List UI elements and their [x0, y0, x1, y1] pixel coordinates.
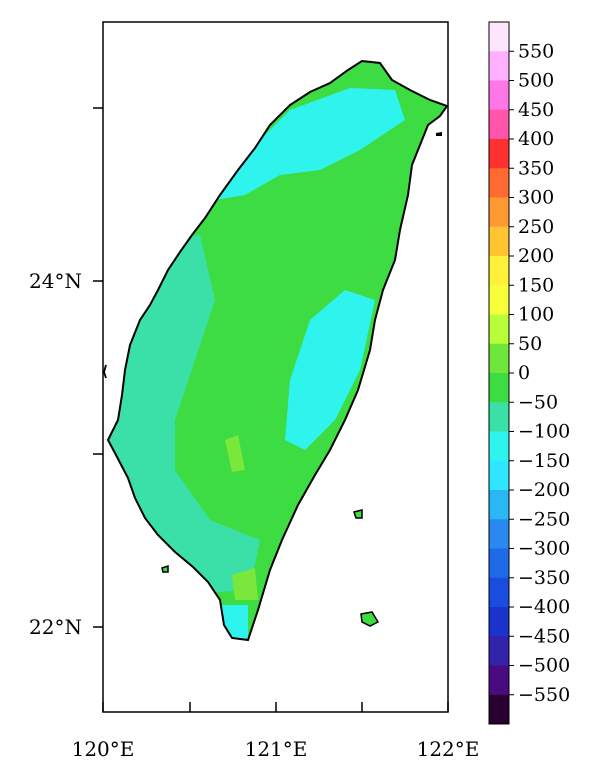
colorbar-swatch-13	[489, 402, 509, 432]
colorbar-label-11: 0	[518, 362, 530, 384]
colorbar-label-6: 250	[518, 216, 554, 238]
colorbar-label-8: 150	[518, 274, 554, 296]
colorbar-swatch-7	[489, 226, 509, 257]
colorbar-swatch-21	[489, 636, 509, 666]
north-islet	[436, 132, 442, 136]
region-warm-b	[232, 568, 258, 600]
colorbar-swatch-20	[489, 607, 509, 637]
colorbar-label-9: 100	[518, 304, 554, 326]
x-axis-ticks	[102, 702, 449, 712]
colorbar-swatch-0	[489, 22, 509, 52]
y-axis-ticks	[93, 107, 103, 628]
colorbar-label-14: −150	[518, 450, 570, 472]
colorbar-label-7: 200	[518, 245, 554, 267]
colorbar-label-13: −100	[518, 421, 570, 443]
colorbar-label-2: 450	[518, 99, 554, 121]
colorbar-swatch-5	[489, 168, 509, 198]
colorbar-swatch-22	[489, 665, 509, 696]
colorbar-swatch-16	[489, 490, 509, 520]
x-tick-label-122: 122°E	[417, 737, 480, 761]
x-tick-label-121: 121°E	[245, 737, 308, 761]
colorbar-swatch-17	[489, 519, 509, 549]
colorbar-label-5: 300	[518, 187, 554, 209]
colorbar-swatch-3	[489, 109, 509, 140]
penghu-islands	[103, 364, 107, 379]
colorbar: 550500450400350300250200150100500−50−100…	[488, 21, 570, 725]
colorbar-label-3: 400	[518, 128, 554, 150]
liuqiu-island	[161, 564, 169, 573]
y-tick-label-24: 24°N	[29, 269, 82, 293]
region-north-cool	[215, 88, 405, 200]
colorbar-label-21: −500	[518, 655, 570, 677]
y-tick-label-22: 22°N	[29, 615, 82, 639]
taiwan-coastline	[106, 59, 449, 642]
green-island	[353, 509, 363, 519]
colorbar-swatch-23	[489, 694, 509, 725]
colorbar-label-19: −400	[518, 596, 570, 618]
colorbar-label-10: 50	[518, 333, 542, 355]
colorbar-swatch-18	[489, 548, 509, 579]
colorbar-swatch-10	[489, 314, 509, 345]
colorbar-label-16: −250	[518, 508, 570, 530]
orchid-island	[360, 611, 380, 627]
colorbar-label-0: 550	[518, 40, 554, 62]
colorbar-swatch-8	[489, 256, 509, 286]
colorbar-swatch-6	[489, 197, 509, 228]
colorbar-swatch-15	[489, 460, 509, 491]
colorbar-label-4: 350	[518, 157, 554, 179]
region-southwest	[145, 470, 210, 545]
colorbar-label-20: −450	[518, 625, 570, 647]
colorbar-swatch-9	[489, 285, 509, 315]
region-east-cool	[285, 290, 375, 450]
colorbar-swatch-11	[489, 343, 509, 374]
colorbar-label-12: −50	[518, 391, 558, 413]
colorbar-label-18: −350	[518, 567, 570, 589]
colorbar-swatch-14	[489, 431, 509, 462]
colorbar-swatch-19	[489, 577, 509, 608]
colorbar-label-1: 500	[518, 70, 554, 92]
colorbar-swatch-2	[489, 80, 509, 111]
colorbar-swatch-4	[489, 139, 509, 169]
colorbar-label-22: −550	[518, 684, 570, 706]
region-warm-a	[225, 435, 245, 472]
colorbar-swatch-1	[489, 51, 509, 81]
colorbar-label-15: −200	[518, 479, 570, 501]
x-tick-label-120: 120°E	[72, 737, 135, 761]
colorbar-label-17: −300	[518, 538, 570, 560]
colorbar-swatch-12	[489, 373, 509, 403]
